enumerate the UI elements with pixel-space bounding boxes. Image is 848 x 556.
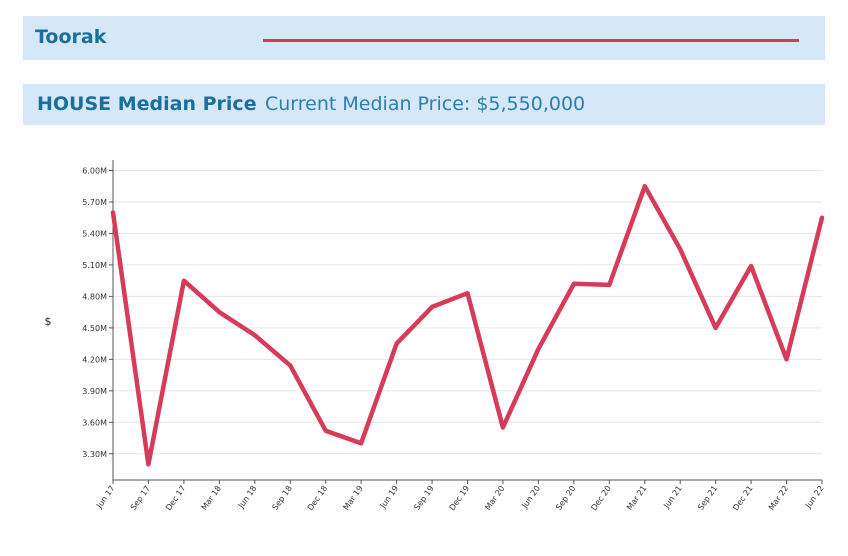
y-tick-label: 5.70M [82,198,107,207]
x-tick-label: Dec 18 [306,484,330,512]
x-tick-label: Dec 19 [448,484,472,512]
y-tick-label: 5.10M [82,261,107,270]
suburb-divider-line [263,39,799,42]
y-tick-label: 3.60M [82,418,107,427]
x-tick-label: Jun 20 [520,484,542,511]
suburb-name: Toorak [35,26,107,48]
y-tick-label: 4.80M [82,292,107,301]
suburb-header-bar: Toorak [23,16,825,60]
x-tick-label: Dec 17 [164,484,188,512]
x-tick-label: Jun 17 [94,484,116,511]
y-tick-label: 4.20M [82,355,107,364]
y-tick-label: 5.40M [82,229,107,238]
x-tick-label: Jun 18 [236,484,258,511]
price-header-bar: HOUSE Median Price Current Median Price:… [23,84,825,125]
median-price-series-line [110,183,825,467]
x-tick-label: Mar 22 [767,484,790,512]
x-tick-label: Mar 21 [625,484,648,512]
x-tick-label: Sep 17 [129,484,152,512]
x-tick-label: Sep 19 [412,484,435,512]
x-tick-label: Sep 21 [696,484,719,512]
y-tick-label: 3.90M [82,387,107,396]
x-tick-label: Mar 18 [200,484,223,512]
y-tick-label: 3.30M [82,450,107,459]
x-tick-label: Sep 18 [271,484,294,512]
y-tick-label: 6.00M [82,166,107,175]
x-tick-label: Dec 20 [589,484,613,512]
y-tick-label: 4.50M [82,324,107,333]
x-tick-label: Dec 21 [731,484,755,512]
x-tick-label: Mar 20 [483,484,506,512]
x-tick-label: Jun 22 [803,484,825,511]
x-tick-label: Jun 19 [378,484,400,511]
x-tick-label: Jun 21 [661,484,683,511]
property-type-label: HOUSE Median Price [37,93,257,115]
y-axis-label: $ [45,315,52,328]
x-tick-label: Mar 19 [341,484,364,512]
x-tick-label: Sep 20 [554,484,577,512]
current-median-label: Current Median Price: $5,550,000 [265,93,586,115]
